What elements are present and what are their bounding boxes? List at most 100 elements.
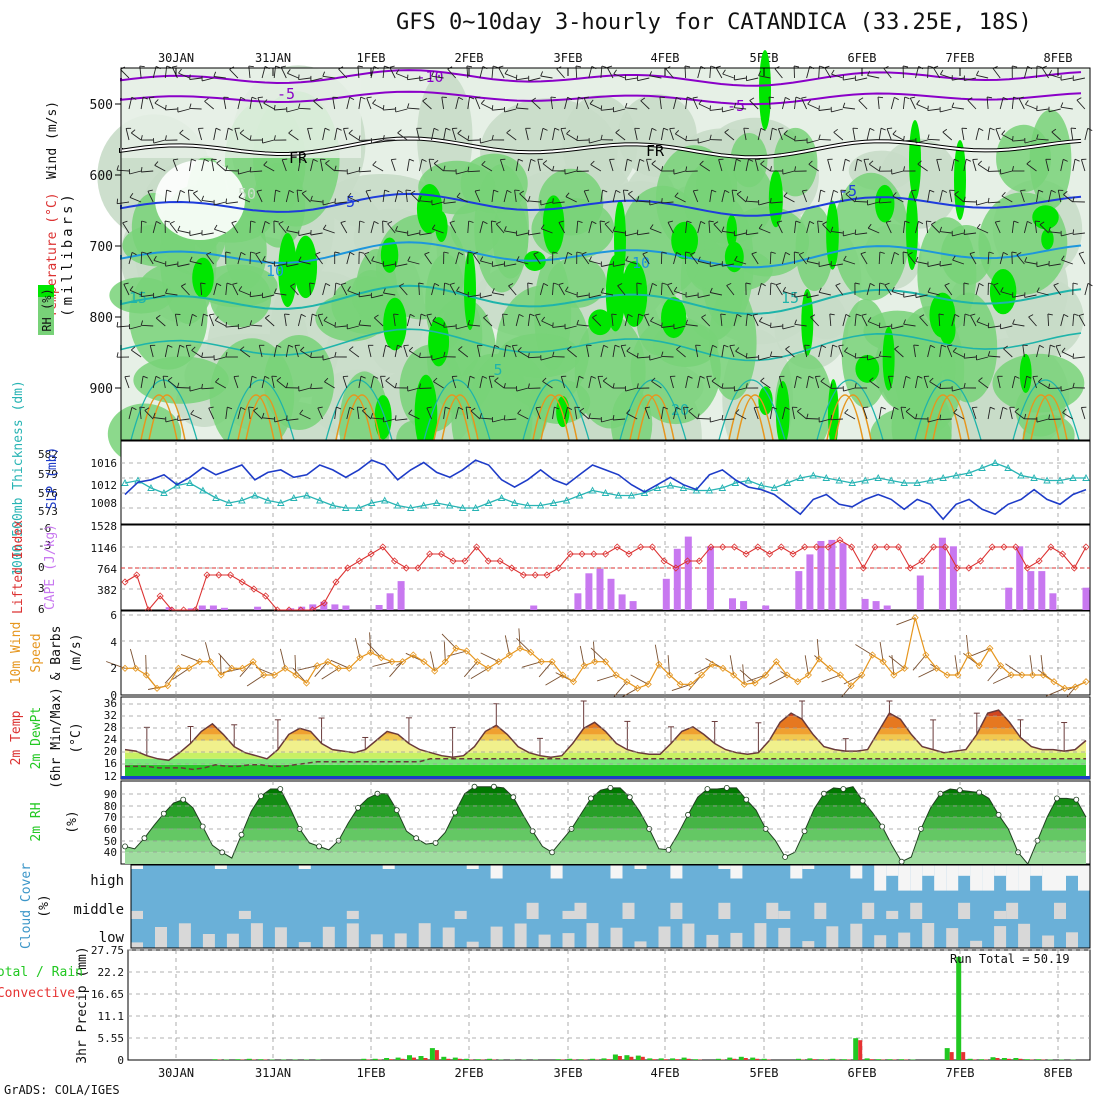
temp-contour-25 [924,394,962,441]
wind-barb [419,232,432,236]
wind-barb-flag [747,313,753,317]
lifted-index-point [379,543,387,551]
cloud-frame [130,864,1091,949]
wind-barb [148,97,154,110]
wind-barb [601,108,614,111]
precip-conv-bar [949,1052,954,1060]
wind-barb [257,97,263,110]
cloud-high [934,865,947,891]
wind-barb [660,282,663,296]
wind-barb-flag [832,344,838,348]
wind-barb-flag [309,282,315,285]
wind-barb-flag [334,251,340,254]
sounding-frame [120,67,1091,441]
wind-barb-flag [713,221,719,225]
precip-total-bar [647,1058,653,1060]
cape-tick-label: 382 [97,584,117,597]
temp2m-tick-label: 16 [104,757,117,770]
wind-barb-flag [1074,158,1080,162]
wind-barb [346,407,351,420]
wind10m-speed-point [495,658,503,666]
wind-barb [422,100,432,110]
precip-total-bar [796,1058,801,1060]
wind-barb-flag [250,220,256,223]
precip-conv-bar [663,1059,668,1060]
wind-barb-flag [1000,287,1004,292]
wind-barb [675,133,686,141]
wind10m-speed-point [431,667,439,675]
thickness-point [783,479,792,486]
wind-barb [154,164,166,172]
wind-barb-flag [433,377,438,382]
wind-barb [892,195,904,203]
wind-barb-flag [987,96,993,99]
wind-barb [1072,356,1085,359]
cloud-low [898,932,911,948]
wind-barb [1036,190,1039,203]
wind10m-barb [367,642,382,658]
wind-barb [674,196,686,203]
thickness-point [238,496,246,504]
wind-barb [128,407,133,420]
wind-barb-flag [581,251,587,255]
wind-barb [868,227,880,234]
wind-barb [238,290,251,296]
wind-barb-flag [503,415,506,421]
wind-barb-flag [458,346,463,350]
wind-barb-flag [626,347,631,352]
wind-barb-flag [854,383,857,389]
top-day-label: 1FEB [357,51,386,65]
wind-barb [310,356,323,358]
wind-barb-flag [340,220,346,224]
wind-barb [601,263,614,267]
thickness-point [199,486,207,494]
wind10m-barb [172,667,190,680]
wind-barb [416,128,420,141]
wind-barb-flag [273,288,277,294]
precip-total-bar [372,1058,378,1060]
wind-barb [347,170,360,175]
precip-total-bar [727,1057,733,1060]
wind10m-speed-point [922,651,930,659]
wind-barb-flag [688,407,693,412]
wind-barb [261,221,266,234]
wind-barb [506,132,517,141]
lifted-index-point [1023,564,1031,572]
wind-barb-flag [636,282,642,285]
rh-area-mid [450,202,501,255]
wind-barb [200,282,203,296]
thickness-point [614,491,623,499]
precip-conv-bar [732,1058,737,1060]
wind-barb [709,108,722,111]
wind-barb [665,68,674,79]
cape-bar [673,548,681,610]
wind-barb [263,164,275,172]
wind-barb-flag [673,286,678,292]
cloud-low [946,928,959,948]
rh2m-point [471,783,478,790]
wind-barb [963,313,966,327]
wind-barb-flag [880,127,886,131]
contour-label: -5 [277,85,295,103]
wind-barb [683,407,687,420]
thickness-point [329,501,337,509]
wind-barb [516,260,529,265]
precip-total-bar [407,1055,412,1060]
wind-barb-flag [155,314,161,319]
wind-barb-flag [472,251,478,255]
wind-barb-flag [844,408,849,414]
wind10m-speed-point [473,658,481,666]
wind-barb [724,132,735,141]
wind-barb-flag [177,225,181,231]
thickness-point [705,486,714,494]
wind-barb [540,201,553,206]
wind-barb-flag [264,221,270,225]
wind-barb [946,345,953,358]
wind-barb [760,380,771,389]
wind-barb [185,345,190,358]
wind-barb [600,190,604,203]
wind-barb [271,376,275,389]
wind-barb [637,77,650,82]
cloud-high [131,865,143,869]
